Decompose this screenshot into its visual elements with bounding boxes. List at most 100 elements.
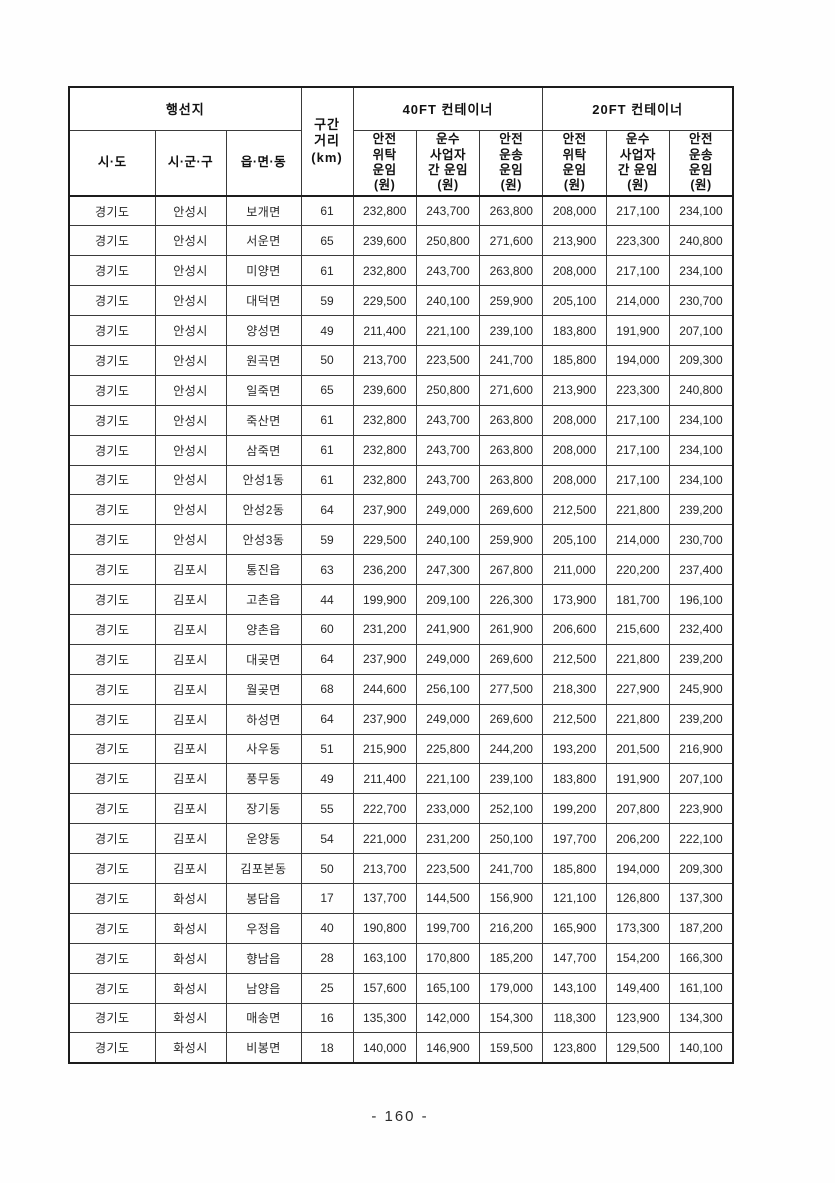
cell-eupmyeondong: 우정읍 (225, 912, 302, 944)
cell-sido: 경기도 (68, 763, 156, 795)
cell-sigungu: 김포시 (154, 613, 227, 645)
table-row: 경기도 김포시 사우동 51 215,900 225,800 244,200 193,200 2… (68, 733, 734, 765)
cell-20ft-safe-consignment-fare: 185,800 (542, 344, 607, 376)
cell-distance-km: 64 (300, 494, 354, 526)
cell-sigungu: 안성시 (154, 315, 227, 346)
cell-sigungu: 안성시 (154, 524, 227, 556)
cell-40ft-safe-consignment-fare: 222,700 (352, 793, 417, 825)
cell-sigungu: 김포시 (154, 673, 227, 705)
cell-sido: 경기도 (68, 942, 156, 974)
cell-20ft-safe-consignment-fare: 212,500 (542, 643, 607, 675)
cell-20ft-safe-consignment-fare: 212,500 (542, 494, 607, 526)
cell-20ft-inter-carrier-fare: 191,900 (605, 763, 671, 795)
cell-distance-km: 63 (300, 554, 354, 586)
cell-sido: 경기도 (68, 613, 156, 645)
cell-40ft-safe-transport-fare: 259,900 (479, 285, 544, 317)
cell-sido: 경기도 (68, 464, 156, 496)
cell-sido: 경기도 (68, 195, 156, 227)
cell-40ft-safe-transport-fare: 216,200 (479, 912, 544, 944)
cell-20ft-safe-consignment-fare: 197,700 (542, 823, 607, 855)
cell-distance-km: 28 (300, 942, 354, 974)
cell-sido: 경기도 (68, 1032, 156, 1064)
cell-40ft-safe-consignment-fare: 232,800 (352, 195, 417, 227)
cell-20ft-inter-carrier-fare: 217,100 (605, 195, 671, 227)
cell-20ft-safe-consignment-fare: 118,300 (542, 1002, 607, 1034)
cell-40ft-safe-consignment-fare: 229,500 (352, 524, 417, 556)
cell-distance-km: 18 (300, 1032, 354, 1064)
cell-20ft-safe-transport-fare: 239,200 (669, 494, 734, 526)
cell-20ft-safe-transport-fare: 239,200 (669, 703, 734, 735)
cell-40ft-inter-carrier-fare: 240,100 (415, 524, 481, 556)
cell-sido: 경기도 (68, 434, 156, 466)
cell-sigungu: 김포시 (154, 763, 227, 795)
cell-distance-km: 61 (300, 434, 354, 466)
cell-distance-km: 61 (300, 404, 354, 436)
cell-eupmyeondong: 일죽면 (225, 374, 302, 406)
cell-40ft-safe-consignment-fare: 236,200 (352, 554, 417, 586)
cell-eupmyeondong: 죽산면 (225, 404, 302, 436)
table-row: 경기도 안성시 보개면 61 232,800 243,700 263,800 208,000 2… (68, 195, 734, 227)
cell-20ft-safe-consignment-fare: 183,800 (542, 763, 607, 795)
cell-20ft-safe-consignment-fare: 185,800 (542, 853, 607, 884)
cell-40ft-inter-carrier-fare: 209,100 (415, 584, 481, 615)
header-destination-group: 행선지 (68, 86, 302, 131)
page-number: - 160 - (371, 1108, 429, 1125)
table-row: 경기도 안성시 안성3동 59 229,500 240,100 259,900 205,100… (68, 524, 734, 556)
cell-distance-km: 68 (300, 673, 354, 705)
cell-40ft-inter-carrier-fare: 256,100 (415, 673, 481, 705)
table-row: 경기도 김포시 운양동 54 221,000 231,200 250,100 197,700 2… (68, 823, 734, 855)
cell-40ft-inter-carrier-fare: 231,200 (415, 823, 481, 855)
cell-40ft-safe-consignment-fare: 137,700 (352, 882, 417, 914)
cell-20ft-safe-transport-fare: 137,300 (669, 882, 734, 914)
cell-20ft-safe-transport-fare: 196,100 (669, 584, 734, 615)
cell-40ft-safe-consignment-fare: 140,000 (352, 1032, 417, 1064)
cell-20ft-safe-transport-fare: 234,100 (669, 404, 734, 436)
cell-20ft-inter-carrier-fare: 221,800 (605, 494, 671, 526)
cell-eupmyeondong: 풍무동 (225, 763, 302, 795)
cell-distance-km: 64 (300, 703, 354, 735)
cell-sido: 경기도 (68, 524, 156, 556)
cell-eupmyeondong: 장기동 (225, 793, 302, 825)
cell-eupmyeondong: 양성면 (225, 315, 302, 346)
header-sigungu: 시·군·구 (154, 129, 227, 197)
cell-40ft-safe-transport-fare: 269,600 (479, 494, 544, 526)
cell-20ft-inter-carrier-fare: 214,000 (605, 285, 671, 317)
cell-40ft-inter-carrier-fare: 250,800 (415, 225, 481, 257)
cell-20ft-inter-carrier-fare: 181,700 (605, 584, 671, 615)
cell-sigungu: 화성시 (154, 972, 227, 1004)
cell-20ft-inter-carrier-fare: 123,900 (605, 1002, 671, 1034)
cell-distance-km: 61 (300, 255, 354, 287)
cell-40ft-safe-transport-fare: 250,100 (479, 823, 544, 855)
cell-distance-km: 54 (300, 823, 354, 855)
table-row: 경기도 김포시 통진읍 63 236,200 247,300 267,800 211,000 2… (68, 554, 734, 586)
cell-sido: 경기도 (68, 853, 156, 884)
cell-sigungu: 화성시 (154, 912, 227, 944)
table-row: 경기도 화성시 매송면 16 135,300 142,000 154,300 118,300 1… (68, 1002, 734, 1034)
cell-sido: 경기도 (68, 285, 156, 317)
cell-eupmyeondong: 고촌읍 (225, 584, 302, 615)
cell-20ft-safe-consignment-fare: 147,700 (542, 942, 607, 974)
cell-40ft-safe-transport-fare: 185,200 (479, 942, 544, 974)
cell-20ft-safe-transport-fare: 207,100 (669, 763, 734, 795)
cell-20ft-safe-transport-fare: 222,100 (669, 823, 734, 855)
cell-distance-km: 50 (300, 853, 354, 884)
cell-40ft-safe-transport-fare: 263,800 (479, 255, 544, 287)
table-row: 경기도 안성시 미양면 61 232,800 243,700 263,800 208,000 2… (68, 255, 734, 287)
cell-distance-km: 55 (300, 793, 354, 825)
cell-eupmyeondong: 통진읍 (225, 554, 302, 586)
cell-40ft-safe-transport-fare: 263,800 (479, 195, 544, 227)
cell-distance-km: 25 (300, 972, 354, 1004)
cell-20ft-safe-consignment-fare: 205,100 (542, 524, 607, 556)
cell-sigungu: 화성시 (154, 1002, 227, 1034)
table-row: 경기도 안성시 일죽면 65 239,600 250,800 271,600 213,900 2… (68, 374, 734, 406)
cell-sigungu: 안성시 (154, 285, 227, 317)
table-row: 경기도 안성시 죽산면 61 232,800 243,700 263,800 208,000 2… (68, 404, 734, 436)
cell-40ft-safe-consignment-fare: 221,000 (352, 823, 417, 855)
table-row: 경기도 화성시 우정읍 40 190,800 199,700 216,200 165,900 1… (68, 912, 734, 944)
cell-40ft-inter-carrier-fare: 249,000 (415, 703, 481, 735)
cell-distance-km: 59 (300, 285, 354, 317)
cell-40ft-safe-consignment-fare: 135,300 (352, 1002, 417, 1034)
cell-sido: 경기도 (68, 823, 156, 855)
cell-sigungu: 김포시 (154, 703, 227, 735)
cell-sido: 경기도 (68, 554, 156, 586)
